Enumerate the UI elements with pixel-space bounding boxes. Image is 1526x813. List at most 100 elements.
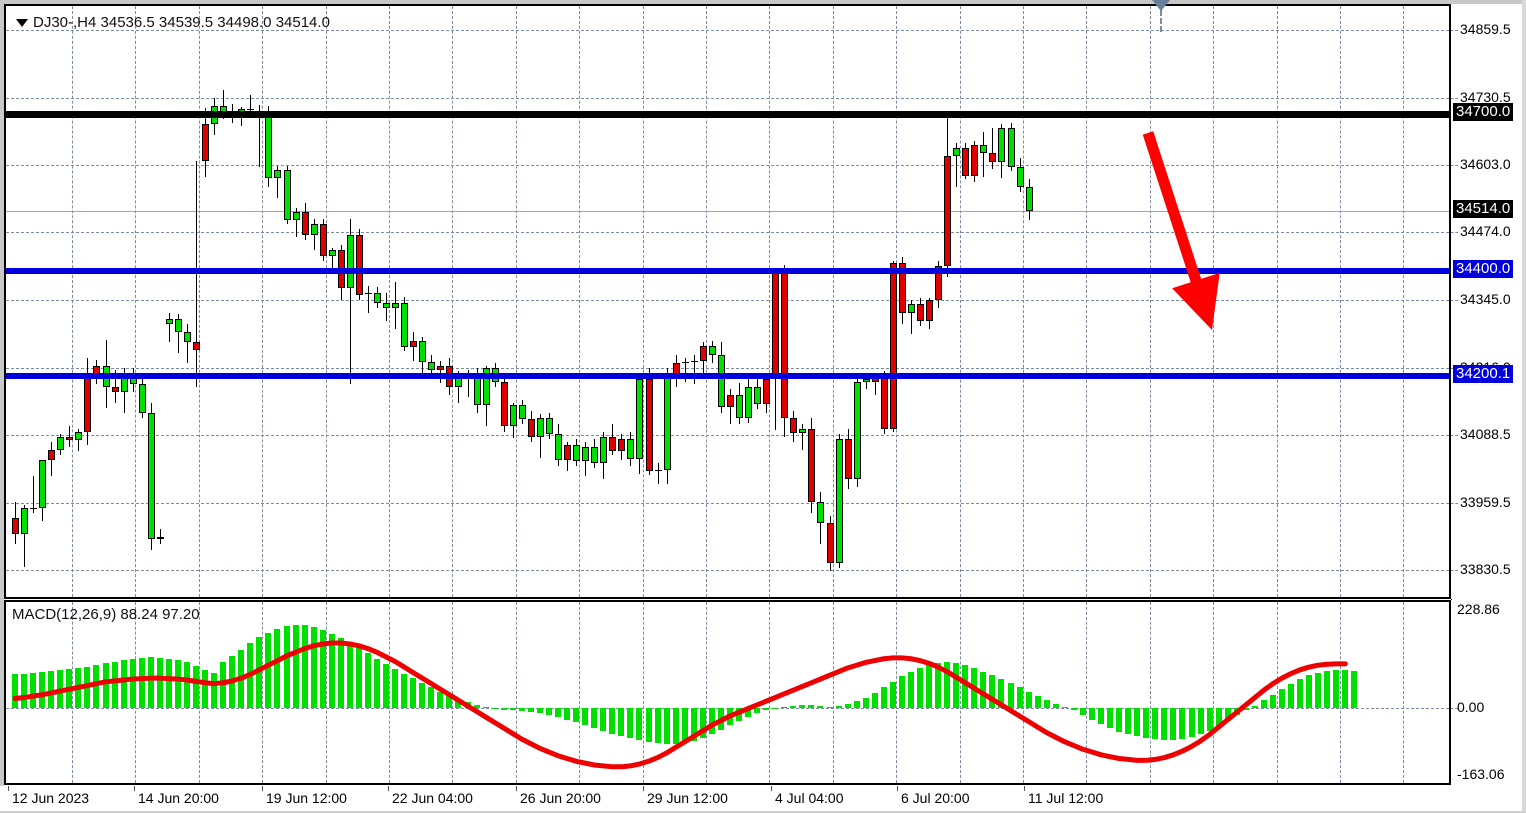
- candlestick[interactable]: [844, 6, 852, 597]
- candlestick[interactable]: [165, 6, 173, 597]
- candlestick[interactable]: [355, 6, 363, 597]
- candlestick[interactable]: [971, 6, 979, 597]
- candlestick[interactable]: [57, 6, 65, 597]
- candlestick[interactable]: [835, 6, 843, 597]
- candlestick[interactable]: [220, 6, 228, 597]
- candlestick[interactable]: [699, 6, 707, 597]
- candlestick[interactable]: [944, 6, 952, 597]
- candlestick[interactable]: [174, 6, 182, 597]
- candlestick[interactable]: [627, 6, 635, 597]
- candlestick[interactable]: [754, 6, 762, 597]
- chart-position-marker-icon[interactable]: [1152, 0, 1170, 11]
- candlestick[interactable]: [998, 6, 1006, 597]
- price-axis[interactable]: 34859.534730.534603.034474.034345.034216…: [1451, 4, 1522, 599]
- candlestick[interactable]: [763, 6, 771, 597]
- candlestick[interactable]: [48, 6, 56, 597]
- candlestick[interactable]: [446, 6, 454, 597]
- candlestick[interactable]: [283, 6, 291, 597]
- candlestick[interactable]: [147, 6, 155, 597]
- support-line-upper-badge[interactable]: 34400.0: [1453, 260, 1514, 279]
- candlestick[interactable]: [346, 6, 354, 597]
- candlestick[interactable]: [229, 6, 237, 597]
- candlestick[interactable]: [464, 6, 472, 597]
- candlestick[interactable]: [156, 6, 164, 597]
- candlestick[interactable]: [274, 6, 282, 597]
- candlestick[interactable]: [473, 6, 481, 597]
- candlestick[interactable]: [500, 6, 508, 597]
- candlestick[interactable]: [564, 6, 572, 597]
- candlestick[interactable]: [319, 6, 327, 597]
- time-axis[interactable]: 12 Jun 2023 14 Jun 20:00 19 Jun 12:00 22 Ju…: [4, 786, 1522, 811]
- candlestick[interactable]: [111, 6, 119, 597]
- support-line-lower-badge[interactable]: 34200.1: [1453, 365, 1514, 384]
- candlestick[interactable]: [953, 6, 961, 597]
- candlestick[interactable]: [654, 6, 662, 597]
- candlestick[interactable]: [455, 6, 463, 597]
- candlestick[interactable]: [392, 6, 400, 597]
- candlestick[interactable]: [183, 6, 191, 597]
- candlestick[interactable]: [482, 6, 490, 597]
- candlestick[interactable]: [853, 6, 861, 597]
- candlestick[interactable]: [871, 6, 879, 597]
- candlestick[interactable]: [211, 6, 219, 597]
- candlestick[interactable]: [292, 6, 300, 597]
- macd-plot-area[interactable]: [6, 602, 1449, 783]
- candlestick[interactable]: [555, 6, 562, 597]
- triangle-down-icon[interactable]: [16, 19, 28, 28]
- candlestick[interactable]: [907, 6, 915, 597]
- candlestick[interactable]: [1016, 6, 1024, 597]
- candlestick[interactable]: [1025, 6, 1033, 597]
- candlestick[interactable]: [817, 6, 825, 597]
- candlestick[interactable]: [636, 6, 644, 597]
- candlestick[interactable]: [880, 6, 888, 597]
- candlestick[interactable]: [736, 6, 743, 597]
- candlestick[interactable]: [328, 6, 336, 597]
- price-plot-area[interactable]: [6, 6, 1449, 597]
- support-line-lower[interactable]: [6, 373, 1449, 380]
- candlestick[interactable]: [509, 6, 517, 597]
- candlestick[interactable]: [265, 6, 273, 597]
- candlestick[interactable]: [310, 6, 318, 597]
- candlestick[interactable]: [989, 6, 997, 597]
- candlestick[interactable]: [39, 6, 47, 597]
- candlestick[interactable]: [663, 6, 671, 597]
- candlestick[interactable]: [926, 6, 934, 597]
- price-chart-panel[interactable]: DJ30-,H4 34536.5 34539.5 34498.0 34514.0: [4, 4, 1451, 599]
- candlestick[interactable]: [672, 6, 680, 597]
- candlestick[interactable]: [84, 6, 92, 597]
- candlestick[interactable]: [826, 6, 834, 597]
- candlestick[interactable]: [202, 6, 210, 597]
- candlestick[interactable]: [962, 6, 970, 597]
- candlestick[interactable]: [799, 6, 807, 597]
- candlestick[interactable]: [238, 6, 246, 597]
- candlestick[interactable]: [609, 6, 617, 597]
- candlestick[interactable]: [898, 6, 906, 597]
- candlestick[interactable]: [93, 6, 101, 597]
- candlestick[interactable]: [12, 6, 19, 597]
- candlestick[interactable]: [102, 6, 110, 597]
- candlestick[interactable]: [645, 6, 653, 597]
- macd-axis[interactable]: 228.86 0.00 -163.06: [1451, 600, 1522, 785]
- candlestick[interactable]: [30, 6, 38, 597]
- current-price-badge[interactable]: 34514.0: [1453, 200, 1514, 219]
- macd-indicator-panel[interactable]: MACD(12,26,9) 88.24 97.20: [4, 600, 1451, 785]
- candlestick[interactable]: [889, 6, 897, 597]
- resistance-line-badge[interactable]: 34700.0: [1453, 102, 1514, 121]
- candlestick[interactable]: [573, 6, 581, 597]
- candlestick[interactable]: [120, 6, 128, 597]
- candlestick[interactable]: [256, 6, 264, 597]
- candlestick[interactable]: [138, 6, 146, 597]
- candlestick[interactable]: [437, 6, 445, 597]
- candlestick[interactable]: [726, 6, 734, 597]
- candlestick[interactable]: [374, 6, 381, 597]
- candlestick[interactable]: [193, 6, 200, 597]
- candlestick[interactable]: [364, 6, 372, 597]
- candlestick[interactable]: [1007, 6, 1015, 597]
- candlestick[interactable]: [790, 6, 798, 597]
- candlestick[interactable]: [75, 6, 83, 597]
- support-line-upper[interactable]: [6, 268, 1449, 275]
- candlestick[interactable]: [772, 6, 780, 597]
- candlestick[interactable]: [247, 6, 255, 597]
- candlestick[interactable]: [708, 6, 716, 597]
- candlestick[interactable]: [428, 6, 436, 597]
